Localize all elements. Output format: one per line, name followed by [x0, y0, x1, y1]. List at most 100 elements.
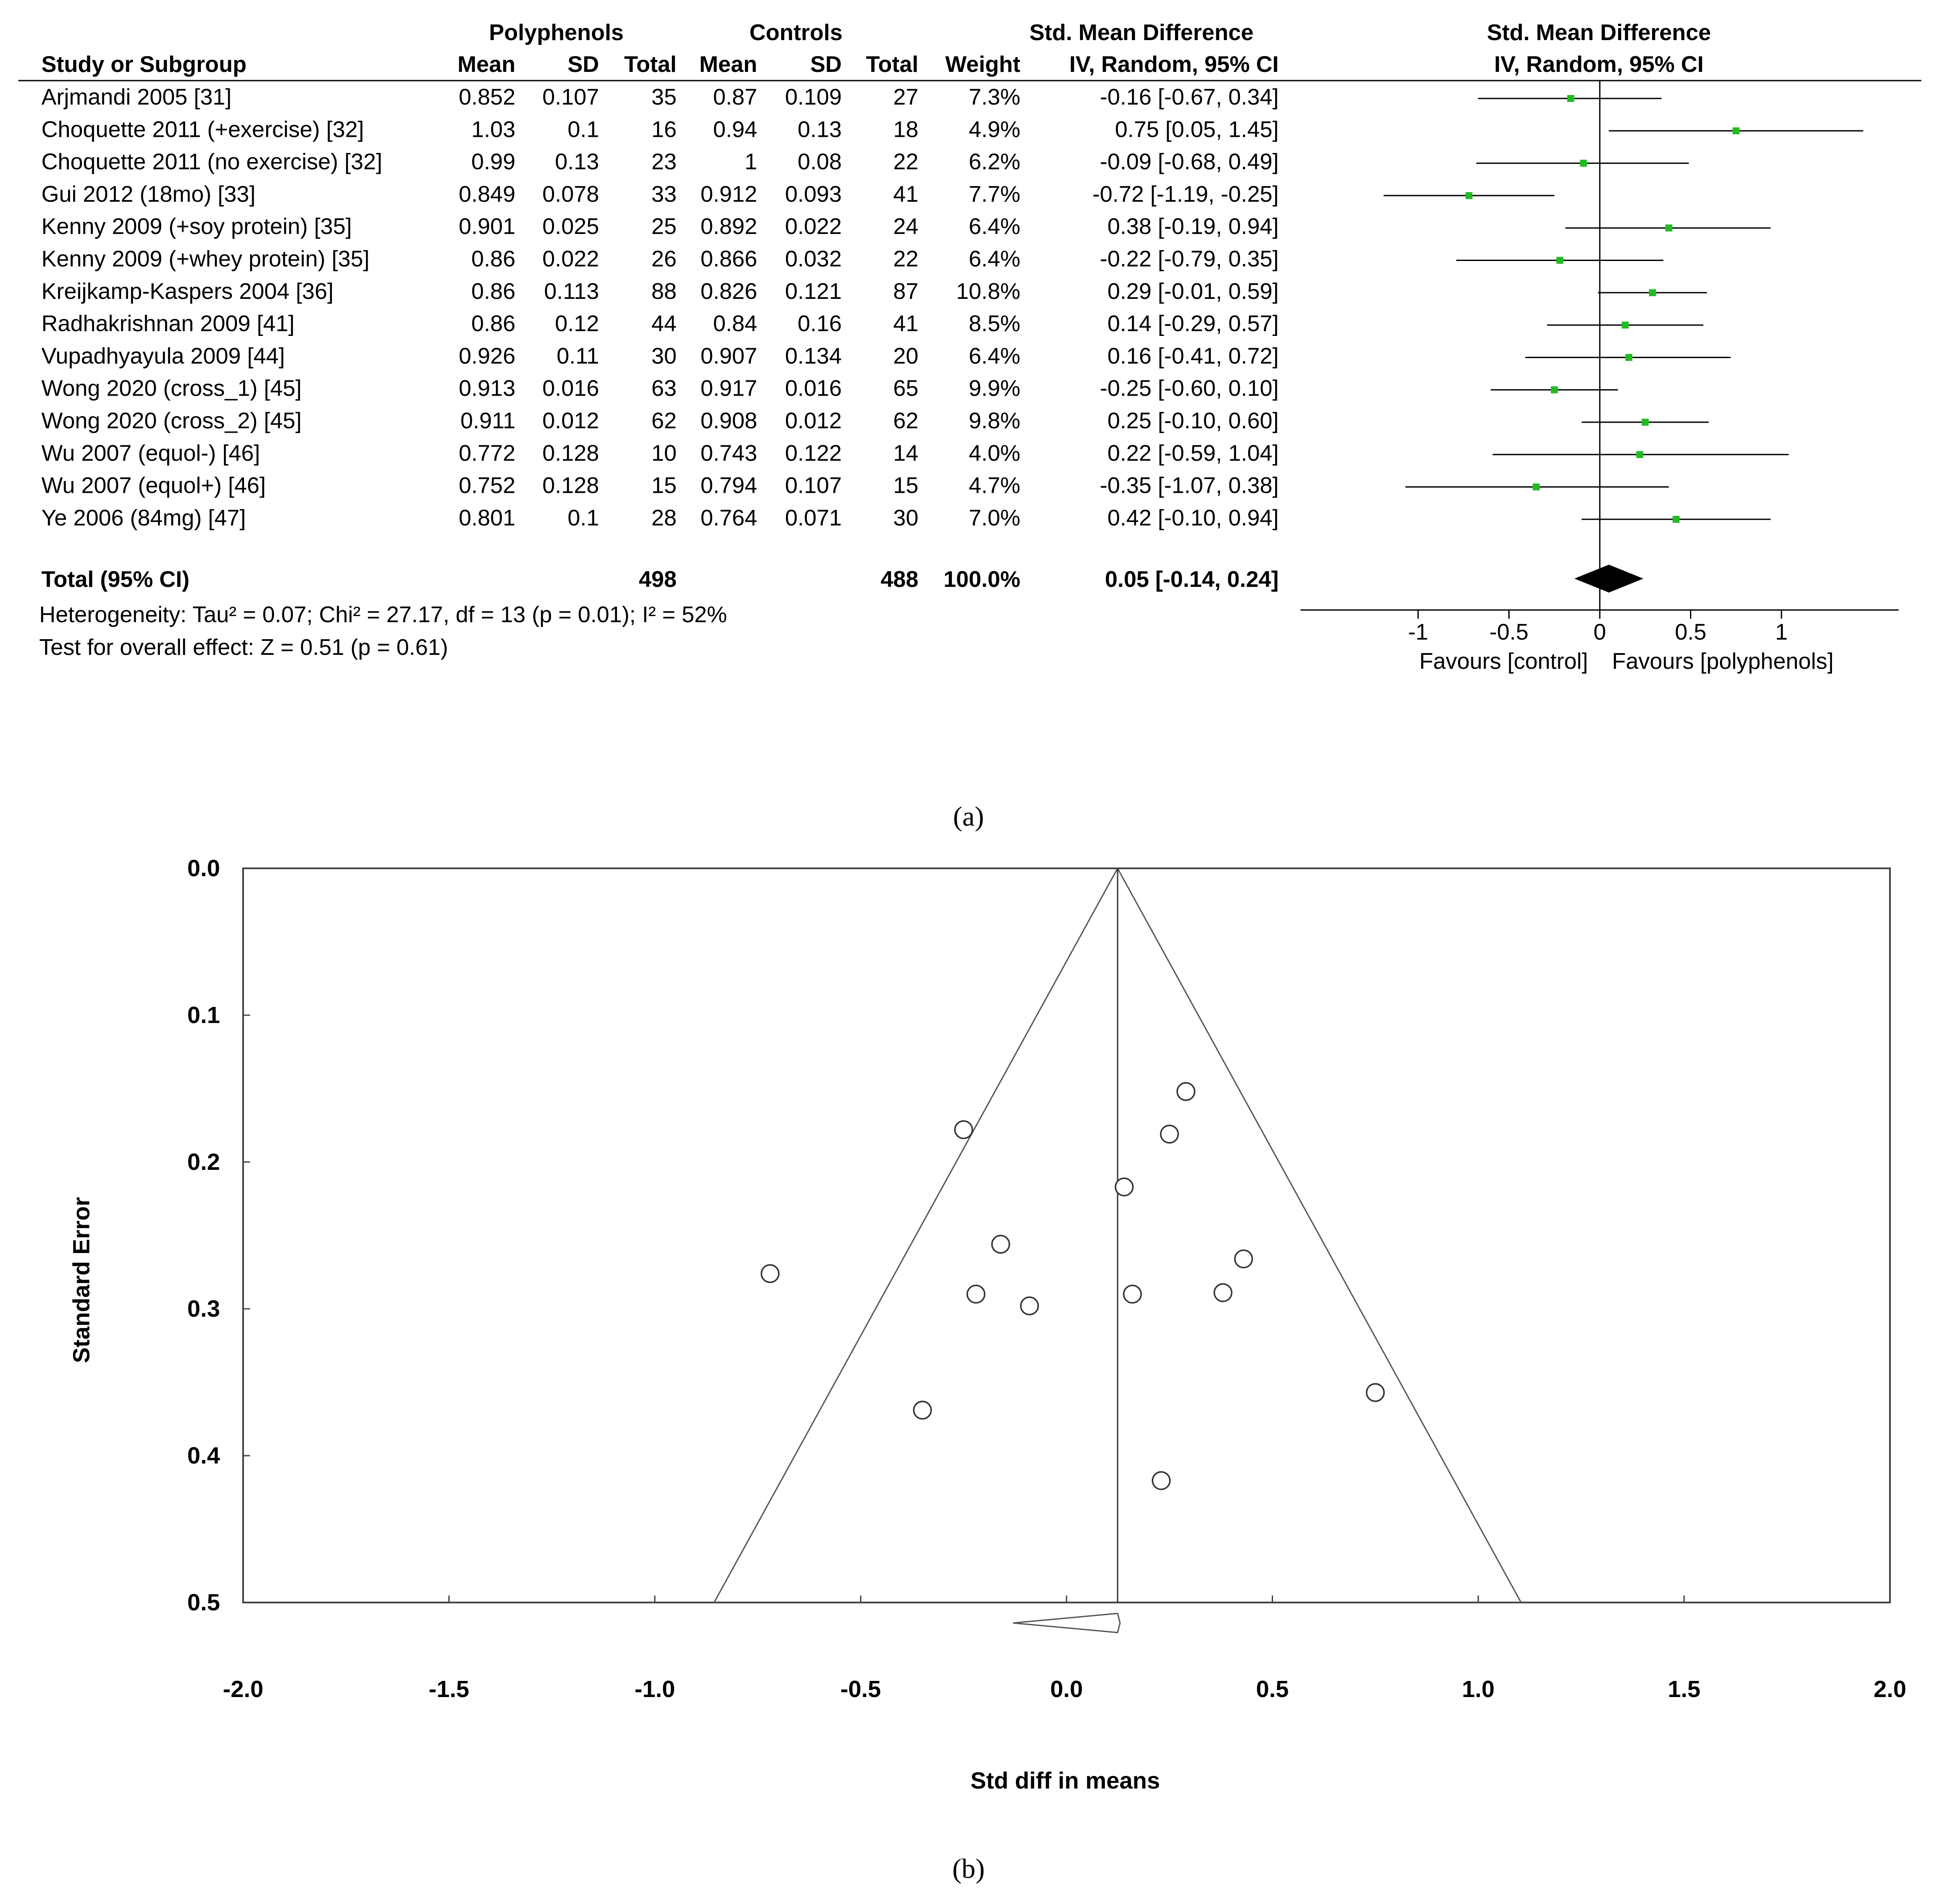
- study-e-total: 25: [651, 214, 677, 239]
- heterogeneity-text: Heterogeneity: Tau² = 0.07; Chi² = 27.17…: [39, 602, 727, 627]
- forest-plot-panel: Polyphenols Controls Std. Mean Differenc…: [18, 20, 1921, 832]
- study-c-sd: 0.134: [785, 343, 842, 369]
- study-c-mean: 0.907: [701, 343, 757, 369]
- funnel-y-tick-label: 0.1: [187, 1002, 220, 1028]
- funnel-x-tick-label: 0.5: [1256, 1676, 1289, 1702]
- funnel-study-point: [1114, 1177, 1134, 1197]
- funnel-right-boundary: [1117, 868, 1522, 1603]
- study-c-mean: 0.826: [701, 279, 757, 304]
- study-c-mean: 0.84: [713, 311, 757, 336]
- funnel-y-tick-label: 0.5: [187, 1589, 220, 1616]
- study-name: Choquette 2011 (+exercise) [32]: [41, 117, 364, 142]
- forest-rows: Arjmandi 2005 [31] 0.852 0.107 35 0.87 0.109 2…: [41, 85, 1279, 531]
- study-ci-text: -0.22 [-0.79, 0.35]: [1100, 247, 1279, 272]
- study-e-total: 33: [651, 182, 677, 207]
- funnel-study-point: [1213, 1283, 1233, 1302]
- smd-header: Std. Mean Difference: [1029, 20, 1253, 45]
- funnel-study-point: [1176, 1082, 1195, 1101]
- study-name: Kenny 2009 (+soy protein) [35]: [41, 214, 352, 239]
- study-ci-text: 0.25 [-0.10, 0.60]: [1107, 408, 1279, 434]
- study-c-mean: 1: [745, 149, 757, 175]
- study-ci-text: -0.16 [-0.67, 0.34]: [1100, 85, 1279, 110]
- study-c-total: 27: [893, 85, 918, 110]
- study-weight: 4.7%: [968, 473, 1020, 498]
- effect-point: [1732, 127, 1740, 135]
- study-c-mean: 0.794: [701, 473, 757, 498]
- study-e-sd: 0.016: [542, 376, 599, 401]
- total-e-total: 498: [639, 567, 677, 592]
- study-c-total: 22: [893, 247, 918, 272]
- study-e-sd: 0.128: [542, 440, 599, 466]
- c-sd-header: SD: [810, 52, 842, 77]
- effect-point: [1622, 322, 1629, 329]
- funnel-x-axis-title: Std diff in means: [970, 1768, 1160, 1794]
- forest-tick-label: -0.5: [1490, 620, 1529, 645]
- study-c-mean: 0.866: [701, 247, 757, 272]
- panel-b-label: (b): [952, 1853, 985, 1884]
- study-c-sd: 0.032: [785, 247, 842, 272]
- study-c-mean: 0.764: [701, 505, 757, 531]
- study-ci-text: 0.75 [0.05, 1.45]: [1115, 117, 1279, 142]
- study-ci-text: 0.38 [-0.19, 0.94]: [1107, 214, 1279, 239]
- study-c-sd: 0.109: [785, 85, 842, 110]
- polyphenols-header: Polyphenols: [489, 20, 623, 45]
- study-e-sd: 0.113: [544, 279, 599, 304]
- study-c-sd: 0.093: [785, 182, 842, 207]
- study-c-total: 14: [893, 440, 918, 466]
- study-weight: 6.4%: [968, 214, 1020, 239]
- study-weight: 6.2%: [968, 149, 1020, 175]
- favours-control-label: Favours [control]: [1419, 649, 1588, 674]
- funnel-axes: -2.0 -1.5 -1.0 -0.5 0.0 0.5 1.0 1.5 2.0 0.0 0.1 0.2…: [187, 855, 1907, 1702]
- study-e-mean: 1.03: [471, 117, 515, 142]
- study-e-total: 30: [651, 343, 677, 369]
- smd-method-header: IV, Random, 95% CI: [1069, 52, 1279, 77]
- study-ci-text: 0.29 [-0.01, 0.59]: [1107, 279, 1279, 304]
- effect-point: [1649, 289, 1656, 296]
- study-ci-text: -0.35 [-1.07, 0.38]: [1100, 473, 1279, 498]
- total-ci-text: 0.05 [-0.14, 0.24]: [1105, 567, 1279, 592]
- study-e-sd: 0.025: [542, 214, 599, 239]
- study-c-sd: 0.122: [785, 440, 842, 466]
- study-weight: 6.4%: [968, 343, 1020, 369]
- funnel-x-tick-label: 2.0: [1873, 1676, 1906, 1702]
- funnel-study-point: [1160, 1125, 1179, 1144]
- effect-point: [1567, 95, 1575, 102]
- overall-effect-text: Test for overall effect: Z = 0.51 (p = 0…: [39, 635, 448, 660]
- study-c-total: 15: [893, 473, 918, 498]
- study-e-mean: 0.772: [459, 440, 515, 466]
- funnel-x-tick-label: -1.5: [429, 1676, 469, 1702]
- study-c-total: 24: [893, 214, 918, 239]
- study-e-sd: 0.078: [542, 182, 599, 207]
- study-c-sd: 0.121: [785, 279, 842, 304]
- funnel-y-tick-label: 0.4: [187, 1443, 220, 1469]
- study-c-mean: 0.87: [713, 85, 757, 110]
- study-weight: 7.0%: [968, 505, 1020, 531]
- funnel-plot-frame: [242, 867, 1891, 1603]
- funnel-x-tick-label: -0.5: [840, 1676, 881, 1702]
- study-name: Wong 2020 (cross_2) [45]: [41, 408, 301, 434]
- effect-point: [1673, 515, 1680, 523]
- study-c-total: 30: [893, 505, 918, 531]
- study-e-mean: 0.86: [471, 247, 515, 272]
- study-e-sd: 0.012: [542, 408, 599, 434]
- study-e-mean: 0.913: [459, 376, 515, 401]
- funnel-study-point: [1123, 1284, 1142, 1304]
- study-c-total: 18: [893, 117, 918, 142]
- study-c-total: 87: [893, 279, 918, 304]
- funnel-study-point: [954, 1120, 973, 1139]
- funnel-y-tick-label: 0.3: [187, 1296, 220, 1322]
- effect-point: [1533, 483, 1540, 491]
- study-e-mean: 0.801: [459, 505, 515, 531]
- study-c-mean: 0.908: [701, 408, 757, 434]
- funnel-y-tick-label: 0.2: [187, 1149, 220, 1175]
- funnel-x-tick-label: 0.0: [1050, 1676, 1083, 1702]
- study-e-mean: 0.852: [459, 85, 515, 110]
- study-name: Wu 2007 (equol+) [46]: [41, 473, 266, 498]
- study-weight: 7.3%: [968, 85, 1020, 110]
- funnel-x-tick-label: 1.0: [1462, 1676, 1494, 1702]
- panel-a-label: (a): [953, 801, 984, 832]
- study-c-total: 41: [893, 311, 918, 336]
- weight-header: Weight: [945, 52, 1020, 77]
- e-sd-header: SD: [568, 52, 599, 77]
- study-weight: 8.5%: [968, 311, 1020, 336]
